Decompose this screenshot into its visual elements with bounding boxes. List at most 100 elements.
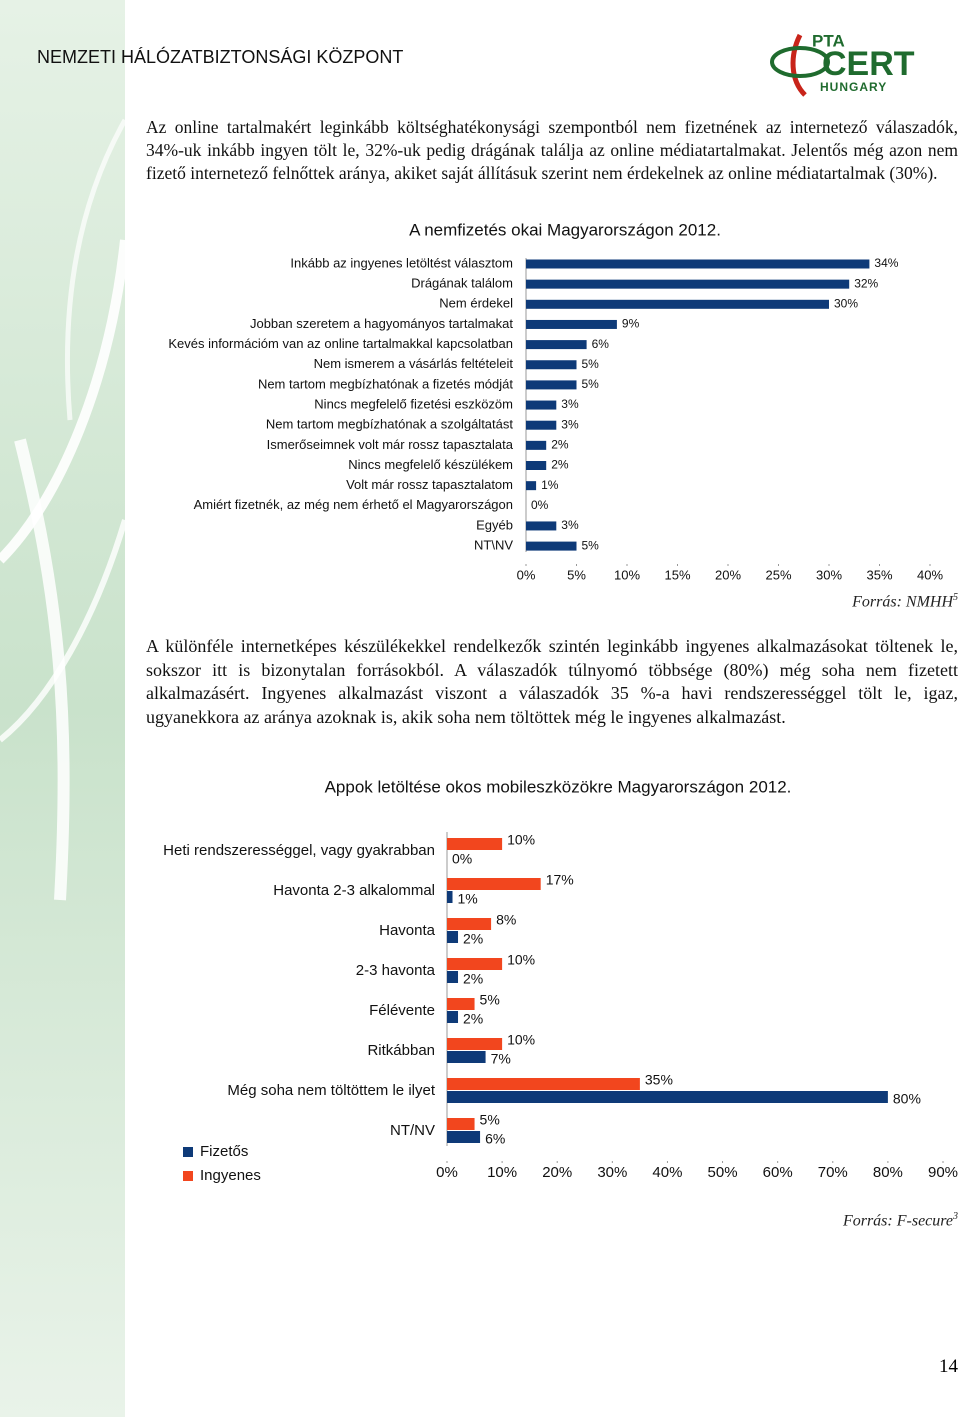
x-tick-label: 5%: [567, 567, 586, 582]
bar: [447, 931, 459, 943]
value-label: 5%: [480, 1112, 500, 1128]
y-tick-label: Jobban szeretem a hagyományos tartalmaka…: [250, 316, 513, 331]
source-text: Forrás: NMHH: [852, 593, 953, 611]
bar: [447, 958, 503, 970]
value-label: 32%: [854, 276, 878, 290]
value-label: 5%: [582, 538, 600, 552]
bar: [526, 279, 850, 289]
value-label: 2%: [551, 438, 569, 452]
value-label: 80%: [893, 1091, 921, 1107]
x-tick-label: 30%: [597, 1164, 627, 1181]
y-tick-label: Volt már rossz tapasztalatom: [346, 477, 513, 492]
swoosh: [0, 239, 130, 564]
value-label: 5%: [582, 377, 600, 391]
bar: [447, 1118, 475, 1130]
value-label: 1%: [541, 478, 559, 492]
value-label: 6%: [485, 1131, 505, 1147]
y-tick-label: Havonta: [379, 922, 436, 939]
value-label: 30%: [834, 296, 858, 310]
value-label: 0%: [452, 851, 472, 867]
bar: [526, 380, 577, 390]
bar: [447, 1131, 481, 1143]
bar: [526, 440, 547, 450]
y-tick-label: Heti rendszerességgel, vagy gyakrabban: [163, 842, 435, 859]
bar: [526, 299, 829, 309]
value-label: 3%: [561, 397, 579, 411]
source-text: Forrás: F-secure: [842, 1212, 953, 1230]
x-tick-label: 40%: [917, 567, 943, 582]
swoosh: [64, 118, 128, 421]
y-tick-label: NT/NV: [390, 1122, 435, 1139]
bar: [447, 1011, 459, 1023]
y-tick-label: Inkább az ingyenes letöltést választom: [290, 255, 513, 270]
bar: [447, 891, 453, 903]
bar: [526, 521, 557, 531]
value-label: 2%: [551, 458, 569, 472]
logo-bottom: HUNGARY: [820, 80, 887, 94]
bar: [526, 400, 557, 410]
y-tick-label: Ritkábban: [367, 1042, 435, 1059]
y-tick-label: Egyéb: [476, 517, 513, 532]
y-tick-label: Nincs megfelelő készülékem: [348, 457, 513, 472]
swoosh: [14, 438, 70, 901]
footnote-mark: 5: [953, 592, 958, 603]
logo-main: CERT: [822, 45, 915, 83]
value-label: 10%: [507, 1032, 535, 1048]
value-label: 10%: [507, 952, 535, 968]
value-label: 6%: [592, 337, 610, 351]
bar: [526, 319, 617, 329]
bar: [526, 360, 577, 370]
bar: [447, 1078, 640, 1090]
y-tick-label: Nem ismerem a vásárlás feltételeit: [314, 356, 514, 371]
x-tick-label: 20%: [715, 567, 741, 582]
bar: [526, 481, 537, 491]
bar: [526, 259, 870, 269]
paragraph: Az online tartalmakért leginkább költség…: [146, 117, 958, 183]
x-tick-label: 35%: [866, 567, 892, 582]
logo-top: PTA: [812, 31, 845, 50]
y-tick-label: Amiért fizetnék, az még nem érhető el Ma…: [194, 497, 513, 512]
x-tick-label: 90%: [928, 1164, 958, 1181]
value-label: 2%: [463, 931, 483, 947]
value-label: 1%: [458, 891, 478, 907]
x-tick-label: 10%: [614, 567, 640, 582]
y-tick-label: 2-3 havonta: [356, 962, 436, 979]
bar: [447, 1091, 888, 1103]
value-label: 2%: [463, 971, 483, 987]
bar: [526, 541, 577, 551]
x-tick-label: 60%: [763, 1164, 793, 1181]
bar: [447, 878, 541, 890]
logo-swoosh: [790, 33, 807, 97]
x-tick-label: 20%: [542, 1164, 572, 1181]
bar: [526, 461, 547, 470]
chart-title: Appok letöltése okos mobileszközökre Mag…: [325, 777, 792, 796]
value-label: 0%: [531, 498, 549, 512]
value-label: 5%: [582, 357, 600, 371]
x-tick-label: 70%: [818, 1164, 848, 1181]
legend-label: Fizetős: [200, 1143, 248, 1160]
logo-ring: [770, 46, 830, 78]
page-number: 14: [939, 1356, 958, 1377]
logo: PTA CERT HUNGARY: [770, 31, 915, 97]
value-label: 2%: [463, 1011, 483, 1027]
y-tick-label: Félévente: [369, 1002, 435, 1019]
bar: [447, 918, 492, 930]
x-tick-label: 0%: [517, 567, 536, 582]
x-tick-label: 50%: [708, 1164, 738, 1181]
bar: [447, 998, 475, 1010]
x-tick-label: 15%: [664, 567, 690, 582]
value-label: 34%: [874, 256, 898, 270]
value-label: 3%: [561, 417, 579, 431]
y-tick-label: Még soha nem töltöttem le ilyet: [227, 1082, 435, 1099]
organization: NEMZETI HÁLÓZATBIZTONSÁGI KÖZPONT: [37, 47, 404, 67]
bar: [526, 340, 587, 350]
value-label: 5%: [480, 992, 500, 1008]
y-tick-label: Nem tartom megbízhatónak a fizetés módjá…: [258, 376, 513, 391]
value-label: 35%: [645, 1072, 673, 1088]
bar: [447, 1051, 486, 1063]
y-tick-label: Ismerőseimnek volt már rossz tapasztalat…: [267, 437, 514, 452]
y-tick-label: Nincs megfelelő fizetési eszközöm: [314, 396, 513, 411]
bar: [447, 1038, 503, 1050]
